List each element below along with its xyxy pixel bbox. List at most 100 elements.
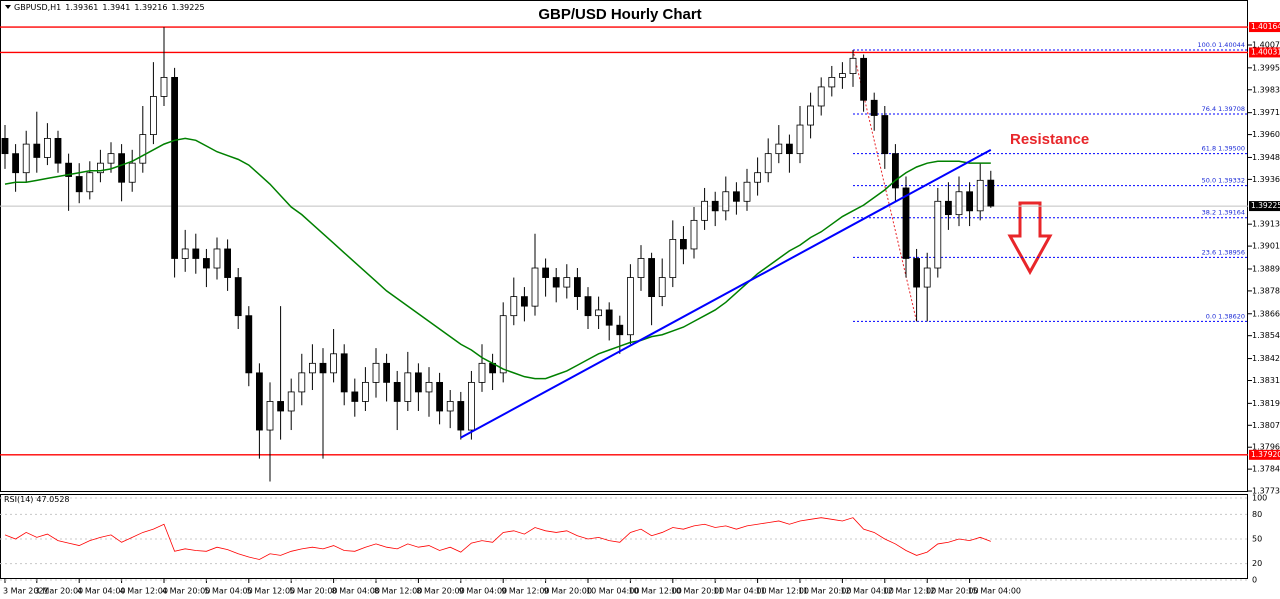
candle-body [658,277,666,298]
fib-label: 38.2 1.39164 [1202,209,1245,217]
x-tick-label: 4 Mar 12:00 [120,587,168,596]
moving-average [4,137,991,380]
candle-body [499,315,507,374]
candle-body [213,248,221,269]
x-tick-label: 3 Mar 20:00 [35,587,83,596]
y-tick-label: 1.38660 [1252,309,1280,318]
x-tick-label: 15 Mar 04:00 [968,587,1021,596]
y-tick-label: 1.38895 [1252,264,1280,273]
candle-body [266,401,274,431]
x-tick-label: 8 Mar 20:00 [416,587,464,596]
current-price-tag [1249,201,1280,212]
x-tick-label: 4 Mar 04:00 [77,587,125,596]
level-tag-label: 1.40031 [1251,47,1280,56]
down-arrow [1007,201,1053,276]
candle-body [308,362,316,374]
candle-body [330,353,338,374]
candle-body [796,124,804,155]
y-tick-label: 1.39715 [1252,108,1280,117]
rsi-tick-label: 80 [1252,510,1262,519]
candle-body [849,57,857,74]
candle-body [234,277,242,317]
candle-body [75,176,83,193]
candle-body [139,134,147,164]
y-tick-label: 1.37960 [1252,443,1280,452]
candle-body [754,172,761,183]
candle-body [97,162,104,174]
candle-body [966,191,973,212]
candle-body [65,162,72,177]
candle-body [955,191,963,216]
candle-body [722,191,730,212]
fib-label: 50.0 1.39332 [1202,177,1245,185]
candle-body [860,57,867,101]
candle-body [510,296,518,317]
candle-body [414,372,422,393]
rsi-tick-label: 20 [1252,559,1262,568]
x-tick-label: 8 Mar 12:00 [374,587,422,596]
resistance-annotation: Resistance [1010,131,1089,148]
fib-price: 1.40044 [1218,41,1245,49]
fib-label: 61.8 1.39500 [1202,145,1245,153]
current-price-label: 1.39225 [1251,201,1280,210]
rsi-tick-label: 50 [1252,535,1262,544]
candle-body [245,315,253,374]
fib-ratio: 100.0 [1198,41,1217,49]
candle-body [361,381,369,402]
candle-body [171,76,179,259]
candle-body [870,99,878,116]
candle-body [552,277,560,288]
y-tick-label: 1.39130 [1252,220,1280,229]
rsi-name: RSI(14) [4,495,33,504]
fib-label: 0.0 1.38620 [1206,312,1245,320]
candle-body [563,277,571,288]
y-tick-label: 1.38545 [1252,331,1280,340]
candle-body [892,153,899,189]
candle-body [627,277,634,336]
x-tick-label: 5 Mar 12:00 [247,587,295,596]
x-tick-label: 9 Mar 04:00 [459,587,507,596]
candle-body [287,391,295,412]
fib-label: 76.4 1.39708 [1202,105,1245,113]
rsi-label: RSI(14) 47.0528 [4,495,70,504]
rsi-line [4,517,991,560]
fib-ratio: 23.6 [1202,248,1216,256]
y-tick-label: 1.39950 [1252,63,1280,72]
candle-body [202,258,210,269]
candle-body [521,296,528,307]
candle-body [128,162,136,183]
candle-body [107,153,115,164]
y-tick-label: 1.38190 [1252,399,1280,408]
y-tick-label: 1.40070 [1252,40,1280,49]
candle-body [945,200,952,216]
y-tick-label: 1.37845 [1252,465,1280,474]
last-close: 1.39225 [171,3,204,12]
level-tag [1249,47,1280,58]
rsi-tick-label: 100 [1252,494,1267,503]
y-tick-label: 1.38075 [1252,421,1280,430]
x-tick-label: 4 Mar 20:00 [162,587,210,596]
candle-body [383,362,391,383]
x-tick-label: 5 Mar 04:00 [204,587,252,596]
symbol-info: GBPUSD,H1 1.39361 1.3941 1.39216 1.39225 [14,3,205,12]
candle-body [595,309,602,317]
candle-body [12,153,20,174]
chart-title: GBP/USD Hourly Chart [538,6,701,23]
candle-body [807,105,814,126]
main-panel-frame [0,0,1248,492]
level-tag-label: 1.37920 [1251,450,1280,459]
level-tag-label: 1.40164 [1251,22,1280,31]
candle-body [913,258,920,288]
candle-body [393,381,401,402]
x-tick-label: 11 Mar 12:00 [756,587,809,596]
candle-body [743,181,751,202]
x-tick-label: 3 Mar 2021 [3,587,49,596]
candle-body [680,239,687,250]
x-tick-label: 12 Mar 12:00 [883,587,936,596]
candle-body [277,401,285,412]
candle-body [457,401,465,431]
candle-body [775,143,783,155]
y-tick-label: 1.37730 [1252,487,1280,496]
